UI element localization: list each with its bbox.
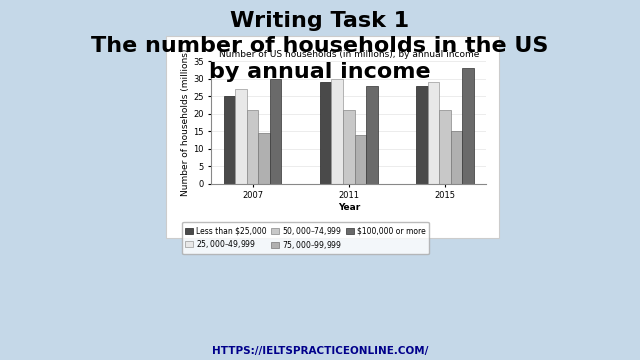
Text: Writing Task 1
The number of households in the US
by annual income: Writing Task 1 The number of households … [92,11,548,82]
Bar [462,68,474,184]
Bar [224,96,236,184]
Bar [355,135,366,184]
Bar [439,110,451,184]
Title: Number of US households (in millions), by annual income: Number of US households (in millions), b… [219,50,479,59]
Bar [259,133,270,184]
Bar [428,82,439,184]
Text: HTTPS://IELTSPRACTICEONLINE.COM/: HTTPS://IELTSPRACTICEONLINE.COM/ [212,346,428,356]
Bar [416,86,428,184]
Bar [270,79,282,184]
Bar [332,79,343,184]
Y-axis label: Number of households (millions): Number of households (millions) [181,49,190,196]
Bar [366,86,378,184]
Bar [451,131,462,184]
Bar [320,82,332,184]
Bar [247,110,259,184]
Bar [343,110,355,184]
Bar [236,89,247,184]
Legend: Less than $25,000, $25,000–$49,999, $50,000–$74,999, $75,000–$99,999, $100,000 o: Less than $25,000, $25,000–$49,999, $50,… [182,222,429,254]
X-axis label: Year: Year [338,203,360,212]
